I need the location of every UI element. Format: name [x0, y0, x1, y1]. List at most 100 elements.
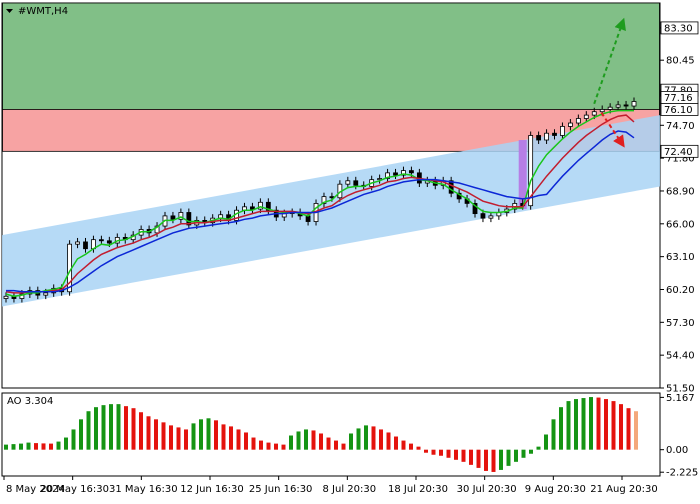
candle-body: [106, 240, 112, 244]
price-axis: 51.50 54.40 57.30 60.20 63.10 66.00 68.90 71.80…: [660, 21, 699, 395]
indicator-line-1: [5, 109, 634, 298]
ao-bar: [529, 449, 533, 454]
ao-bar: [469, 449, 473, 465]
candle-body: [154, 225, 160, 234]
candle-body: [409, 170, 414, 174]
ao-bar: [431, 449, 436, 455]
ao-bar: [289, 435, 293, 450]
candle-body: [265, 201, 271, 211]
time-tick-label: 25 Jun 16:30: [249, 484, 313, 495]
ao-bar: [371, 426, 376, 450]
osc-tick-label: 0.00: [666, 445, 688, 456]
ao-bar: [11, 444, 16, 450]
dropdown-triangle-icon[interactable]: [6, 9, 13, 13]
ao-bar: [71, 429, 76, 450]
candle-body: [623, 104, 629, 107]
ao-bar: [229, 426, 233, 450]
ao-bar: [259, 440, 263, 450]
ao-bar: [491, 449, 496, 472]
candle-body: [250, 206, 255, 210]
price-channel-band: [2, 115, 660, 307]
osc-tick-label: 5.167: [666, 393, 695, 404]
candle-body: [43, 292, 49, 296]
ao-bar: [551, 419, 556, 450]
ao-bar: [94, 407, 98, 450]
ao-bar: [326, 437, 331, 450]
ao-bar: [304, 429, 308, 450]
ao-bar: [626, 408, 631, 450]
ao-bar: [79, 419, 83, 450]
price-tick-label: 57.30: [666, 318, 695, 329]
ao-bar: [416, 446, 421, 450]
candle-body: [480, 213, 486, 219]
ao-bar: [544, 434, 548, 450]
ao-bar: [566, 401, 571, 450]
ao-bar: [341, 443, 346, 450]
price-label-box: [660, 21, 699, 35]
candle-body: [75, 241, 80, 245]
candle-body: [591, 111, 597, 116]
candle-body: [631, 101, 637, 107]
ao-bar: [26, 442, 31, 450]
ao-bar: [619, 404, 623, 450]
candle-body: [3, 295, 9, 299]
candle-body: [560, 126, 565, 136]
ao-bar: [379, 429, 383, 450]
ao-bar: [101, 405, 106, 450]
ao-bar: [86, 411, 91, 450]
candle-body: [575, 118, 581, 124]
ao-bar: [221, 424, 226, 450]
candle-body: [448, 180, 454, 194]
candle-body: [353, 180, 359, 186]
price-tick-label: 66.00: [666, 219, 695, 230]
forecast-arrows: [593, 17, 626, 148]
ao-bar: [446, 449, 451, 458]
time-tick-label: 12 Jun 16:30: [180, 484, 244, 495]
moving-average-lines: [5, 109, 635, 298]
time-tick-label: 8 Jul 20:30: [323, 484, 377, 495]
time-tick-label: 8 May 2024: [6, 484, 65, 495]
ao-bar: [274, 443, 278, 450]
candle-body: [568, 122, 573, 127]
price-label-box: [660, 144, 699, 158]
candle-body: [305, 215, 311, 222]
ao-bar: [409, 443, 413, 450]
oscillator-label: AO 3.304: [7, 396, 53, 407]
ao-bar: [311, 430, 316, 450]
candle-body: [178, 212, 184, 220]
price-tick-label: 74.70: [666, 121, 695, 132]
target-zone-green: [2, 2, 660, 110]
ao-bar: [191, 423, 196, 450]
ao-bar: [34, 443, 38, 450]
candle-body: [345, 180, 351, 185]
ao-bar: [236, 429, 241, 450]
oscillator-panel: AO 3.304 5.167 0.00 -2.225: [4, 393, 698, 479]
ao-bar: [476, 449, 481, 468]
ao-bar: [131, 408, 136, 450]
ao-bar: [461, 449, 466, 462]
price-label-text: 76.10: [664, 105, 693, 116]
ao-bar: [49, 443, 53, 450]
price-label-text: 72.40: [664, 147, 693, 158]
ao-bar: [536, 446, 541, 450]
candle-body: [321, 196, 327, 204]
candle-body: [377, 178, 383, 181]
ao-bar: [56, 441, 61, 450]
candle-body: [98, 239, 104, 242]
ao-bar: [401, 440, 406, 450]
ao-bar: [64, 437, 68, 450]
ao-bar: [514, 449, 518, 462]
ao-bar: [109, 404, 113, 450]
ao-bar: [319, 433, 323, 450]
ao-bar: [424, 449, 428, 453]
ao-bar: [161, 422, 166, 450]
candle-body: [536, 135, 542, 141]
ao-bar: [589, 397, 593, 450]
ao-bar: [611, 401, 616, 450]
candle-body: [186, 212, 192, 226]
ao-bar: [139, 412, 143, 450]
ao-bar: [206, 418, 211, 450]
candle-body: [257, 201, 263, 210]
